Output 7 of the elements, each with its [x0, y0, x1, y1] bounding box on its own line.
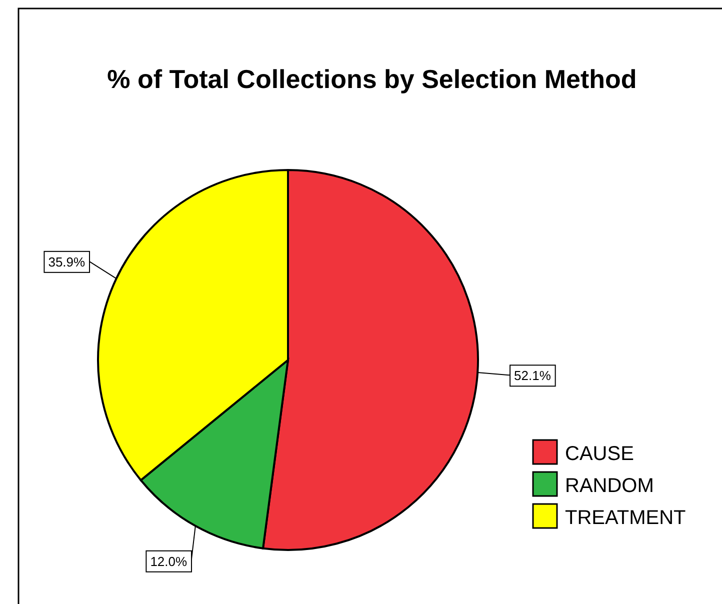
legend-label: RANDOM — [565, 475, 654, 497]
legend-label: TREATMENT — [565, 507, 686, 529]
data-label: 12.0% — [150, 554, 188, 569]
legend-label: CAUSE — [565, 443, 634, 465]
data-label: 35.9% — [48, 254, 86, 270]
data-label: 52.1% — [514, 368, 552, 384]
chart-title: % of Total Collections by Selection Method — [107, 64, 637, 94]
